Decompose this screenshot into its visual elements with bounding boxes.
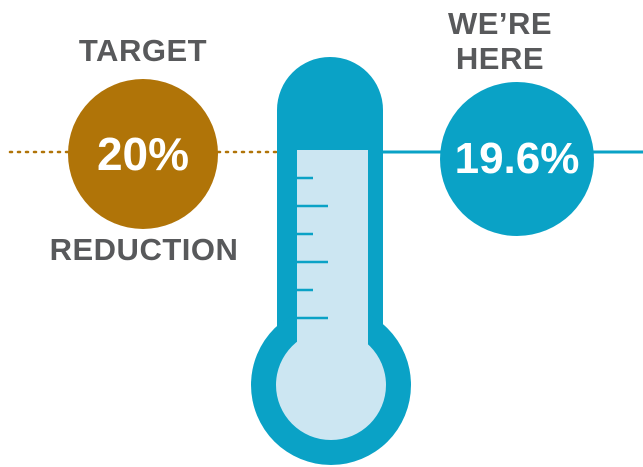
target-title: TARGET [78,33,208,68]
target-value: 20% [96,128,190,180]
thermometer-fill [276,150,386,440]
target-circle [68,79,218,229]
current-value: 19.6% [454,134,580,183]
reduction-label: REDUCTION [49,232,239,267]
current-circle [440,82,594,236]
current-title-line2: HERE [455,41,545,76]
current-title-line1: WE’RE [447,6,553,41]
current-title: WE’RE HERE [420,6,580,76]
thermometer-ticks [297,176,328,320]
